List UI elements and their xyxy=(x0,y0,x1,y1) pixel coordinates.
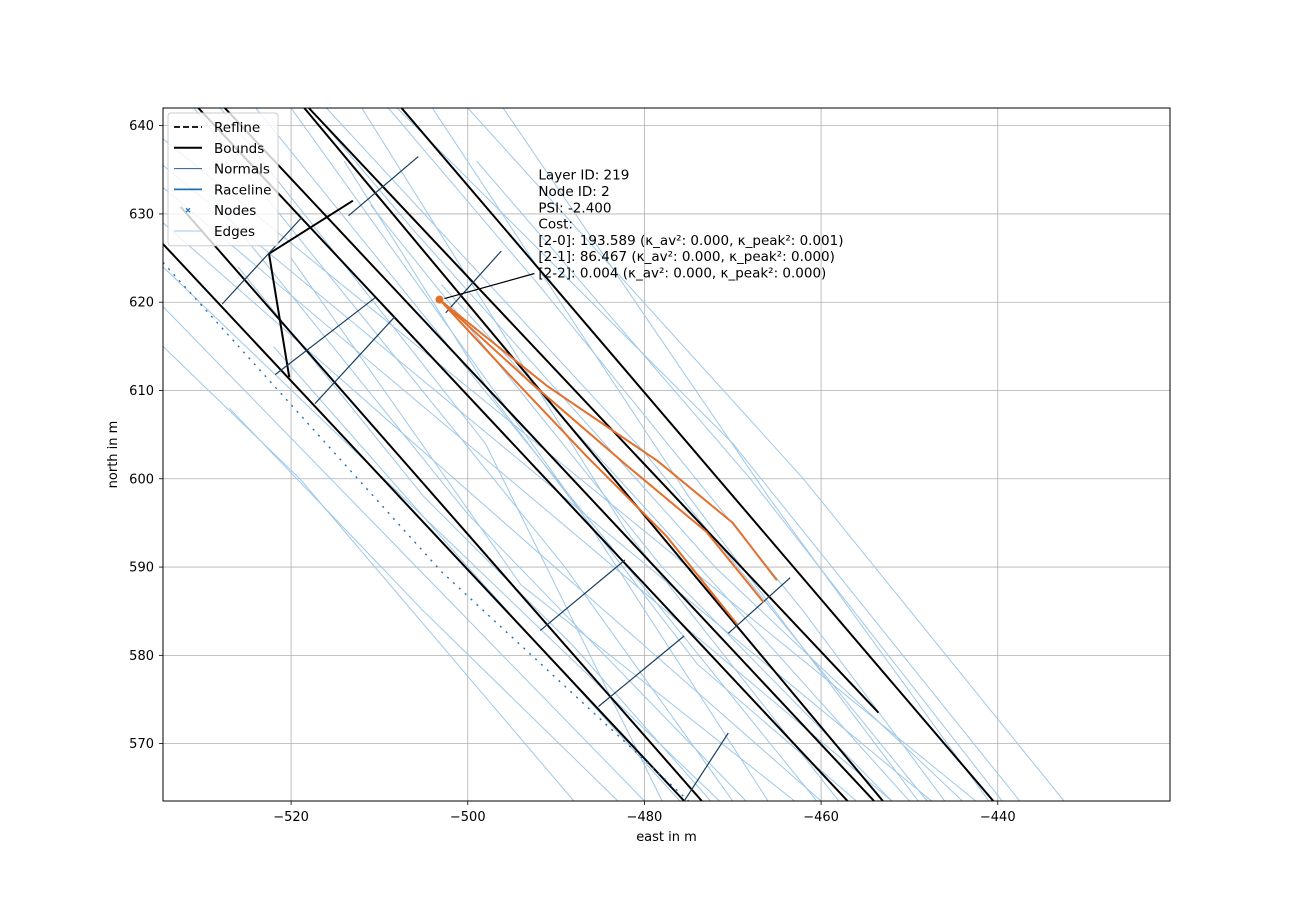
x-tick-label: −440 xyxy=(980,810,1016,825)
edge-line xyxy=(163,306,645,801)
annotation-line: Node ID: 2 xyxy=(538,184,609,200)
x-tick-label: −500 xyxy=(450,810,486,825)
legend-label: Nodes xyxy=(214,203,256,219)
edge-line xyxy=(193,108,734,801)
normal-line xyxy=(683,732,729,801)
x-axis-label: east in m xyxy=(636,830,697,845)
edge-line xyxy=(396,108,1021,801)
edge-line xyxy=(163,165,932,801)
edge-line xyxy=(387,108,946,801)
bound-line xyxy=(163,243,685,801)
x-tick-label: −460 xyxy=(803,810,839,825)
y-axis-label: north in m xyxy=(106,421,121,489)
edge-line xyxy=(290,257,795,801)
normal-line xyxy=(445,250,502,314)
y-tick-label: 570 xyxy=(129,737,154,752)
edge-line xyxy=(361,108,840,801)
annotation-line: [2-1]: 86.467 (κ_av²: 0.000, κ_peak²: 0.… xyxy=(538,249,835,265)
y-tick-label: 610 xyxy=(129,384,154,399)
raceline-series xyxy=(163,262,690,801)
bound-line xyxy=(197,108,849,801)
annotation-arrow xyxy=(444,272,535,300)
y-tick-label: 590 xyxy=(129,561,154,576)
selected-node-edges xyxy=(435,295,778,626)
legend-label: Bounds xyxy=(214,141,264,157)
legend-label: Normals xyxy=(214,162,270,178)
raceline-line xyxy=(163,262,690,801)
edge-line xyxy=(163,138,977,801)
bound-line xyxy=(303,108,884,801)
x-tick-label: −480 xyxy=(627,810,663,825)
selected-node-marker xyxy=(435,295,444,304)
edge-line xyxy=(163,266,720,801)
selected-edge-line xyxy=(438,298,778,581)
edges-series xyxy=(163,108,1065,801)
edge-line xyxy=(163,222,822,801)
y-tick-label: 640 xyxy=(129,119,154,134)
annotation-line: [2-2]: 0.004 (κ_av²: 0.000, κ_peak²: 0.0… xyxy=(538,265,826,281)
bound-line xyxy=(308,108,880,714)
edge-line xyxy=(317,116,963,801)
y-tick-label: 620 xyxy=(129,296,154,311)
annotation-line: Layer ID: 219 xyxy=(538,168,629,184)
x-tick-label: −520 xyxy=(273,810,309,825)
bound-line xyxy=(224,108,875,801)
y-tick-label: 580 xyxy=(129,649,154,664)
normal-line xyxy=(727,577,791,634)
plot-data xyxy=(163,108,1065,801)
normal-line xyxy=(221,217,303,305)
bound-line xyxy=(400,108,995,801)
edge-line xyxy=(467,108,1065,801)
y-tick-label: 630 xyxy=(129,207,154,222)
edge-line xyxy=(163,187,893,801)
plot-frame xyxy=(162,107,1171,802)
annotation-line: Cost: xyxy=(538,217,573,233)
normal-line xyxy=(539,559,626,632)
annotation-line: [2-0]: 193.589 (κ_av²: 0.000, κ_peak²: 0… xyxy=(538,233,843,249)
selected-edge-line xyxy=(438,298,738,626)
legend-label: Refline xyxy=(214,120,260,136)
edge-line xyxy=(255,108,818,801)
legend-label: Edges xyxy=(214,224,255,240)
normal-line xyxy=(348,156,419,217)
bound-line xyxy=(179,206,703,801)
normal-line xyxy=(274,297,376,376)
edge-line xyxy=(502,108,990,801)
axis-ticks: −520 −500 −480 −460 −440 570 580 590 600 610 620 63… xyxy=(129,119,1015,825)
edge-line xyxy=(431,108,919,801)
bound-line xyxy=(268,253,291,378)
legend-box xyxy=(167,112,279,247)
legend-label: Raceline xyxy=(214,182,271,198)
normal-line xyxy=(314,316,395,405)
edge-line xyxy=(476,160,1003,801)
edge-line xyxy=(220,108,663,801)
legend-swatch-nodes xyxy=(185,207,191,213)
selected-edge-line xyxy=(438,298,765,604)
edge-line xyxy=(237,266,712,801)
normals-series xyxy=(221,156,791,801)
annotation-line: PSI: -2.400 xyxy=(538,200,611,216)
edge-line xyxy=(273,346,681,801)
edge-line xyxy=(228,407,619,801)
normal-line xyxy=(598,635,685,707)
bounds-series xyxy=(163,108,995,801)
edge-line xyxy=(211,195,747,801)
legend: Refline Bounds Normals Raceline Nodes Edges xyxy=(167,112,279,247)
edge-line xyxy=(163,346,575,801)
y-tick-label: 600 xyxy=(129,472,154,487)
